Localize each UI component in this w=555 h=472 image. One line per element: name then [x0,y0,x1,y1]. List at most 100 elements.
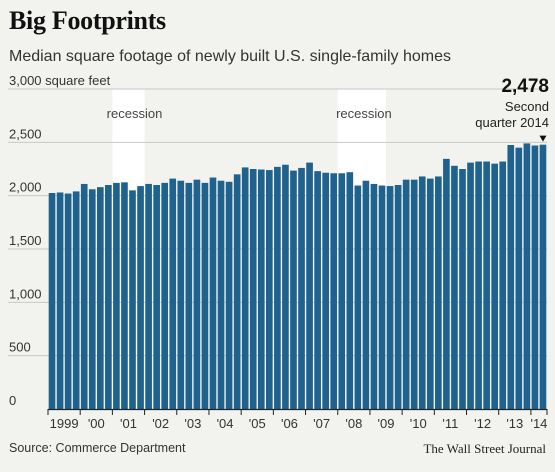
x-tick-label: '05 [249,416,266,431]
bar [346,172,354,409]
recession-label: recession [107,106,163,121]
y-tick-label: 2,500 [9,126,42,141]
x-tick-label: '10 [410,416,427,431]
chart-title: Big Footprints [9,6,166,35]
y-tick-label: 500 [9,340,31,355]
bar [177,180,185,409]
bar [96,187,104,409]
publisher-credit: The Wall Street Journal [423,441,546,456]
bar [370,183,378,409]
y-tick-label: 2,000 [9,180,42,195]
x-tick-label: '03 [184,416,201,431]
bar [338,173,346,409]
x-tick-label: '06 [281,416,298,431]
bar [105,185,112,409]
x-tick-label: '02 [152,416,169,431]
bar [459,169,466,409]
x-tick-label: '11 [442,416,458,431]
x-tick-label: 1999 [50,416,79,431]
bar [274,166,281,409]
bar [121,182,128,409]
y-tick-label: 0 [9,393,16,408]
bar [257,169,265,409]
x-tick-label: '04 [217,416,234,431]
bar [426,178,434,409]
bar [475,161,482,409]
bar [330,173,338,409]
bar [418,176,426,409]
bar [249,169,257,409]
bar [161,182,169,409]
bar [64,193,72,409]
bar [306,162,313,409]
bar [185,182,193,409]
bar [233,174,241,409]
annotation-text-line1: Second [505,99,549,114]
x-tick-label: '00 [88,416,105,431]
x-tick-label: '01 [120,416,137,431]
source-note: Source: Commerce Department [9,441,186,455]
bar [266,170,273,409]
bar [435,176,442,409]
bar [145,183,152,409]
bar [322,172,329,409]
bar [217,180,225,409]
bar [80,183,88,409]
bar [523,143,531,409]
annotation-text-line2: quarter 2014 [475,115,549,130]
bar [241,167,249,409]
bar [394,185,402,409]
x-axis: 1999 '00 '01 '02 '03 '04 '05 '06 '07 '08 '09 '10 '11… [47,408,548,431]
bar [201,182,209,409]
annotation-pointer [539,135,547,142]
bar [531,145,539,410]
chart-subtitle: Median square footage of newly built U.S… [9,48,451,65]
bar [169,178,177,409]
x-tick-label: '12 [474,416,491,431]
bar [225,181,233,409]
y-tick-label: 1,500 [9,233,42,248]
bar [129,190,136,409]
bar [402,179,410,409]
bar [48,193,56,409]
bar [290,170,297,409]
y-tick-label: 1,000 [9,286,42,301]
bar [386,186,394,409]
bar [362,180,370,409]
bar [378,185,386,409]
bar [314,171,321,409]
bar [410,179,418,409]
bar [483,161,490,409]
bar [193,179,201,409]
bar [491,163,499,409]
bar [72,191,80,409]
x-tick-label: '14 [530,416,547,431]
bar [209,177,217,409]
bar [499,161,507,409]
x-tick-label: '07 [313,416,330,431]
y-axis: 0 500 1,000 1,500 2,000 2,500 3,000 square fee… [9,73,111,408]
x-tick-label: '08 [345,416,362,431]
bar [56,192,64,409]
bar [467,162,474,409]
bar [113,182,120,409]
annotation-value: 2,478 [501,76,549,97]
bar [137,186,144,409]
bar [515,147,523,409]
bar [298,167,305,409]
x-tick-label: '13 [506,416,523,431]
bar [153,185,160,409]
y-tick-label: 3,000 square feet [9,73,111,88]
x-tick-label: '09 [378,416,395,431]
recession-label: recession [336,106,392,121]
bar [443,158,450,409]
bar [354,185,362,409]
bars [48,143,547,410]
bar [88,189,96,409]
bar [451,165,458,409]
bar [282,164,289,409]
bar [507,145,515,409]
